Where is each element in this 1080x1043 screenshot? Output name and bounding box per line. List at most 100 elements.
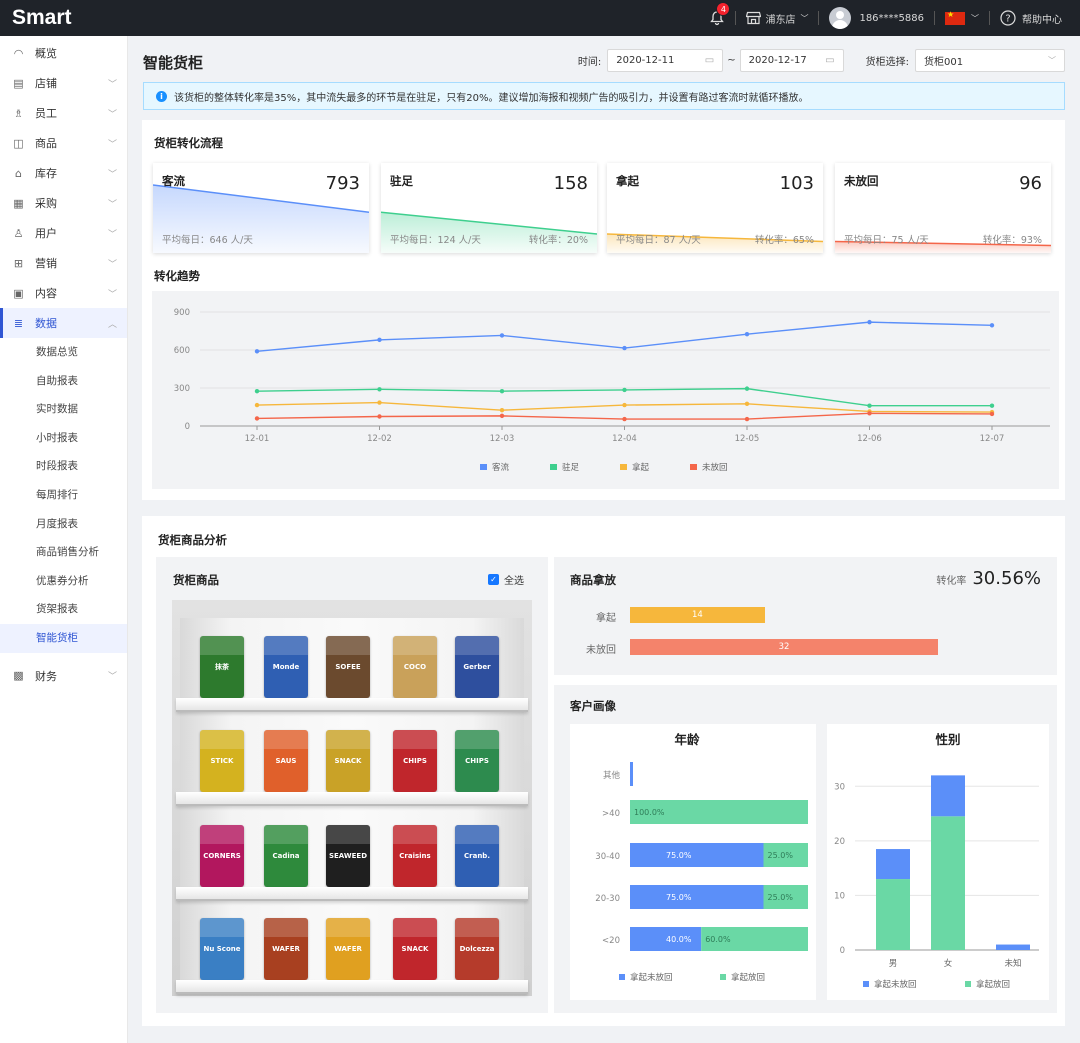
sidebar-subitem-1[interactable]: 自助报表	[36, 374, 78, 387]
data-point[interactable]	[254, 416, 260, 421]
data-point[interactable]	[377, 400, 382, 405]
age-bar-segment[interactable]	[763, 885, 809, 909]
user-menu[interactable]: 186****5886	[819, 0, 934, 36]
legend-label[interactable]: 未放回	[702, 462, 728, 473]
age-bar-segment[interactable]	[630, 800, 808, 824]
shelf-product[interactable]: Craisins	[393, 825, 437, 887]
sidebar-item-finance[interactable]: ▩ 财务 ﹀	[0, 661, 127, 691]
data-point[interactable]	[499, 413, 505, 419]
sidebar-item-8[interactable]: ▣ 内容 ﹀	[0, 278, 127, 308]
data-point[interactable]	[744, 386, 750, 391]
legend-label[interactable]: 拿起放回	[976, 979, 1010, 990]
age-bar-segment[interactable]	[701, 927, 808, 951]
app-logo[interactable]: Smart	[12, 6, 72, 29]
pickup-bar[interactable]: 32	[630, 639, 938, 655]
shelf-product[interactable]: Dolcezza	[455, 918, 499, 980]
sidebar-subitem-10[interactable]: 智能货柜	[0, 623, 127, 653]
sidebar-item-3[interactable]: ◫ 商品 ﹀	[0, 128, 127, 158]
data-point[interactable]	[989, 411, 995, 417]
age-bar-segment[interactable]	[630, 927, 702, 951]
funnel-card[interactable]: 拿起 103 平均每日：87 人/天 转化率：65%	[607, 163, 823, 253]
sidebar-subitem-0[interactable]: 数据总览	[36, 346, 78, 358]
gender-bar-segment[interactable]	[876, 849, 910, 880]
shelf-product[interactable]: Gerber	[455, 636, 499, 698]
shelf-product[interactable]: SAUS	[264, 730, 308, 792]
store-switcher[interactable]: 浦东店 ﹀	[736, 0, 818, 36]
sidebar-subitem-5[interactable]: 每周排行	[36, 488, 78, 501]
data-point[interactable]	[499, 333, 505, 338]
data-point[interactable]	[867, 319, 872, 325]
sidebar-item-6[interactable]: ♙ 用户 ﹀	[0, 218, 127, 248]
data-point[interactable]	[622, 402, 627, 408]
sidebar-subitem-8[interactable]: 优惠券分析	[36, 574, 89, 587]
help-center-link[interactable]: ? 帮助中心	[990, 0, 1080, 36]
data-point[interactable]	[254, 349, 260, 354]
legend-label[interactable]: 拿起放回	[731, 972, 765, 983]
shelf-product[interactable]: WAFER	[326, 918, 370, 980]
shelf-product[interactable]: SOFEE	[326, 636, 370, 698]
sidebar-subitem-2[interactable]: 实时数据	[36, 403, 78, 416]
legend-label[interactable]: 客流	[492, 462, 510, 473]
gender-bar-segment[interactable]	[931, 816, 965, 950]
gender-bar-segment[interactable]	[931, 775, 965, 817]
data-point[interactable]	[622, 416, 627, 422]
shelf-product[interactable]: 抹茶	[200, 636, 244, 698]
funnel-card[interactable]: 未放回 96 平均每日：75 人/天 转化率：93%	[835, 163, 1051, 253]
shelf-product[interactable]: STICK	[200, 730, 244, 792]
shelf-product[interactable]: Cadina	[264, 825, 308, 887]
data-point[interactable]	[499, 388, 505, 394]
age-bar-segment[interactable]	[630, 762, 633, 786]
sidebar-item-4[interactable]: ⌂ 库存 ﹀	[0, 158, 127, 188]
sidebar-item-5[interactable]: ▦ 采购 ﹀	[0, 188, 127, 218]
data-point[interactable]	[254, 402, 260, 408]
sidebar-item-2[interactable]: ♗ 员工 ﹀	[0, 98, 127, 128]
shelf-product[interactable]: WAFER	[264, 918, 308, 980]
age-bar-segment[interactable]	[763, 843, 809, 867]
data-point[interactable]	[377, 414, 382, 419]
sidebar-subitem-7[interactable]: 商品销售分析	[36, 546, 99, 559]
shelf-product[interactable]: CORNERS	[200, 825, 244, 887]
shelf-product[interactable]: COCO	[393, 636, 437, 698]
legend-label[interactable]: 拿起未放回	[630, 972, 673, 983]
age-bar-segment[interactable]	[630, 885, 764, 909]
age-bar-segment[interactable]	[630, 843, 764, 867]
data-point[interactable]	[254, 388, 260, 394]
shelf-product[interactable]: CHIPS	[393, 730, 437, 792]
data-point[interactable]	[989, 323, 995, 328]
data-point[interactable]	[744, 331, 750, 337]
data-point[interactable]	[744, 416, 750, 422]
shelf-product[interactable]: SEAWEED	[326, 825, 370, 887]
shelf-product[interactable]: Monde	[264, 636, 308, 698]
date-to-picker[interactable]: 2020-12-17 ▭	[739, 49, 844, 72]
data-point[interactable]	[377, 387, 382, 392]
legend-label[interactable]: 拿起	[632, 462, 650, 473]
sidebar-item-9[interactable]: ≣ 数据 ︿	[0, 308, 127, 338]
funnel-card[interactable]: 客流 793 平均每日：646 人/天	[153, 163, 369, 253]
data-point[interactable]	[377, 337, 382, 343]
notification-button[interactable]: 4	[699, 0, 735, 36]
data-point[interactable]	[499, 407, 505, 413]
shelf-product[interactable]: Cranb.	[455, 825, 499, 887]
gender-bar-segment[interactable]	[876, 879, 910, 950]
data-point[interactable]	[622, 387, 627, 393]
data-point[interactable]	[989, 403, 995, 408]
shelf-product[interactable]: SNACK	[326, 730, 370, 792]
shelf-product[interactable]: Nu Scone	[200, 918, 244, 980]
data-point[interactable]	[622, 345, 627, 351]
shelf-product[interactable]: SNACK	[393, 918, 437, 980]
legend-label[interactable]: 拿起未放回	[874, 979, 917, 990]
sidebar-subitem-4[interactable]: 时段报表	[36, 460, 78, 473]
language-switcher[interactable]: ﹀	[935, 0, 989, 36]
sidebar-item-0[interactable]: ◠ 概览	[0, 38, 127, 68]
funnel-card[interactable]: 驻足 158 平均每日：124 人/天 转化率：20%	[381, 163, 597, 253]
sidebar-item-1[interactable]: ▤ 店铺 ﹀	[0, 68, 127, 98]
sidebar-subitem-9[interactable]: 货架报表	[36, 603, 78, 616]
pickup-bar[interactable]: 14	[630, 607, 765, 623]
sidebar-item-7[interactable]: ⊞ 营销 ﹀	[0, 248, 127, 278]
sidebar-subitem-6[interactable]: 月度报表	[36, 517, 78, 530]
sidebar-subitem-3[interactable]: 小时报表	[36, 431, 78, 444]
shelf-product[interactable]: CHIPS	[455, 730, 499, 792]
date-from-picker[interactable]: 2020-12-11 ▭	[607, 49, 724, 72]
data-point[interactable]	[867, 411, 872, 416]
cabinet-select[interactable]: 货柜001 ﹀	[915, 49, 1065, 72]
